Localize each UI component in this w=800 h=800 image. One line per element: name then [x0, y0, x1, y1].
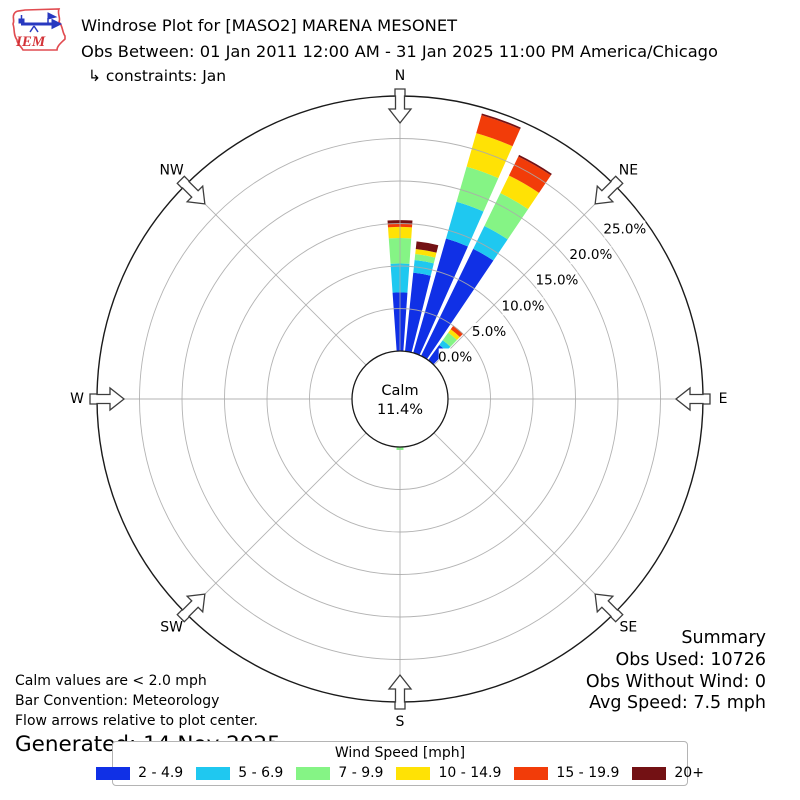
legend-swatch-icon: [296, 766, 331, 780]
ring-percent-label: 10.0%: [502, 298, 545, 314]
flow-arrow-n-icon: [387, 88, 413, 125]
iem-logo: IEM: [12, 8, 66, 51]
summary-avg-speed: Avg Speed: 7.5 mph: [589, 693, 766, 714]
polar-ring-gridline: [139, 138, 661, 660]
legend-swatch-icon: [96, 766, 131, 780]
legend-item: 20+: [632, 765, 704, 781]
flow-arrow-e-icon: [674, 386, 711, 412]
flow-arrow-se-icon: [594, 593, 624, 623]
ring-label-halo: [570, 246, 612, 265]
flow-arrow-w-icon: [89, 386, 126, 412]
polar-ring-gridline: [181, 180, 619, 618]
legend-label: 7 - 9.9: [338, 765, 384, 781]
windrose-petal-segment: [456, 166, 499, 212]
windrose-petal-segment: [446, 201, 484, 247]
windrose-petal-segment: [414, 254, 436, 264]
ring-percent-label: 5.0%: [472, 324, 506, 340]
windrose-petal-segment: [508, 156, 551, 193]
wind-vane-icon: [18, 12, 63, 33]
compass-label-nw: NW: [159, 163, 183, 179]
polar-ring-gridline: [309, 308, 491, 490]
compass-label-n: N: [395, 68, 405, 84]
legend-swatch-icon: [514, 766, 549, 780]
ring-label-halo: [536, 271, 578, 290]
ring-label-halo: [502, 297, 544, 316]
ring-percent-label: 15.0%: [535, 273, 578, 289]
flow-arrow-s-icon: [387, 673, 413, 710]
windrose-petal-segment: [450, 325, 464, 337]
legend-swatch-icon: [396, 766, 431, 780]
windrose-petal-segment: [421, 248, 494, 360]
compass-label-se: SE: [620, 619, 638, 635]
legend-title: Wind Speed [mph]: [334, 745, 466, 761]
legend-label: 10 - 14.9: [438, 765, 502, 781]
windrose-petal-segment: [415, 248, 437, 258]
plot-constraints: ↳ constraints: Jan: [88, 67, 227, 85]
legend-label: 5 - 6.9: [238, 765, 284, 781]
legend-swatch-icon: [196, 766, 231, 780]
compass-label-w: W: [70, 391, 84, 407]
calm-value: 11.4%: [377, 402, 423, 418]
summary-obs-without-wind: Obs Without Wind: 0: [585, 671, 766, 692]
flow-arrow-ne-icon: [594, 175, 624, 205]
legend-items: 2 - 4.9 5 - 6.9 7 - 9.9 10 - 14.9 15 - 19.9 2…: [96, 765, 704, 781]
windrose-petal-segment: [439, 340, 451, 352]
compass-label-ne: NE: [619, 163, 638, 179]
compass-label-e: E: [719, 391, 728, 407]
ring-label-halo: [604, 220, 646, 239]
legend-item: 2 - 4.9: [96, 765, 183, 781]
windrose-petal-segment: [442, 332, 457, 347]
windrose-petal-segment: [415, 241, 439, 253]
plot-header: Windrose Plot for [MASO2] MARENA MESONET…: [81, 13, 718, 90]
ring-label-halo: [438, 348, 472, 367]
legend-label: 15 - 19.9: [556, 765, 620, 781]
legend-item: 7 - 9.9: [296, 765, 383, 781]
windrose-petal-segment: [500, 175, 540, 210]
calm-circle: [351, 350, 449, 448]
ring-percent-label: 20.0%: [569, 247, 612, 263]
windrose-petal-segment: [473, 225, 508, 261]
legend-item: 10 - 14.9: [396, 765, 501, 781]
plot-title: Windrose Plot for [MASO2] MARENA MESONET: [81, 16, 458, 35]
flow-arrow-sw-icon: [176, 593, 206, 623]
compass-label-s: S: [396, 714, 405, 730]
legend-swatch-icon: [632, 766, 667, 780]
wind-speed-legend: Wind Speed [mph] 2 - 4.9 5 - 6.9 7 - 9.9 10…: [96, 741, 704, 786]
note-bar-convention: Bar Convention: Meteorology: [15, 693, 220, 709]
windrose-petal-segment: [481, 113, 521, 130]
windrose-petal-segment: [448, 329, 460, 341]
legend-item: 5 - 6.9: [196, 765, 283, 781]
note-flow-arrows: Flow arrows relative to plot center.: [15, 713, 258, 729]
ring-label-halo: [472, 322, 506, 341]
plot-subtitle: Obs Between: 01 Jan 2011 12:00 AM - 31 J…: [81, 41, 718, 61]
windrose-petal-segment: [484, 193, 529, 240]
legend-item: 15 - 19.9: [514, 765, 619, 781]
ring-percent-label: 0.0%: [438, 349, 472, 365]
windrose-petal-segment: [466, 133, 513, 179]
flow-arrow-nw-icon: [176, 175, 206, 205]
legend-label: 20+: [674, 765, 704, 781]
calm-label: Calm: [381, 383, 418, 399]
compass-label-sw: SW: [160, 619, 183, 635]
windrose-petal-segment: [476, 115, 521, 147]
windrose-petal-segment: [413, 238, 468, 356]
summary-obs-used: Obs Used: 10726: [615, 649, 767, 670]
windrose-petal-segment: [518, 154, 552, 176]
polar-ring-gridline: [266, 265, 534, 533]
note-calm-threshold: Calm values are < 2.0 mph: [15, 673, 207, 689]
windrose-petal-segment: [405, 272, 431, 353]
polar-ring-gridline: [224, 223, 576, 575]
legend-label: 2 - 4.9: [138, 765, 184, 781]
summary-title: Summary: [681, 628, 766, 648]
iem-logo-text: IEM: [15, 34, 46, 50]
ring-percent-label: 25.0%: [603, 222, 646, 238]
summary-block: Summary Obs Used: 10726 Obs Without Wind…: [586, 628, 766, 715]
